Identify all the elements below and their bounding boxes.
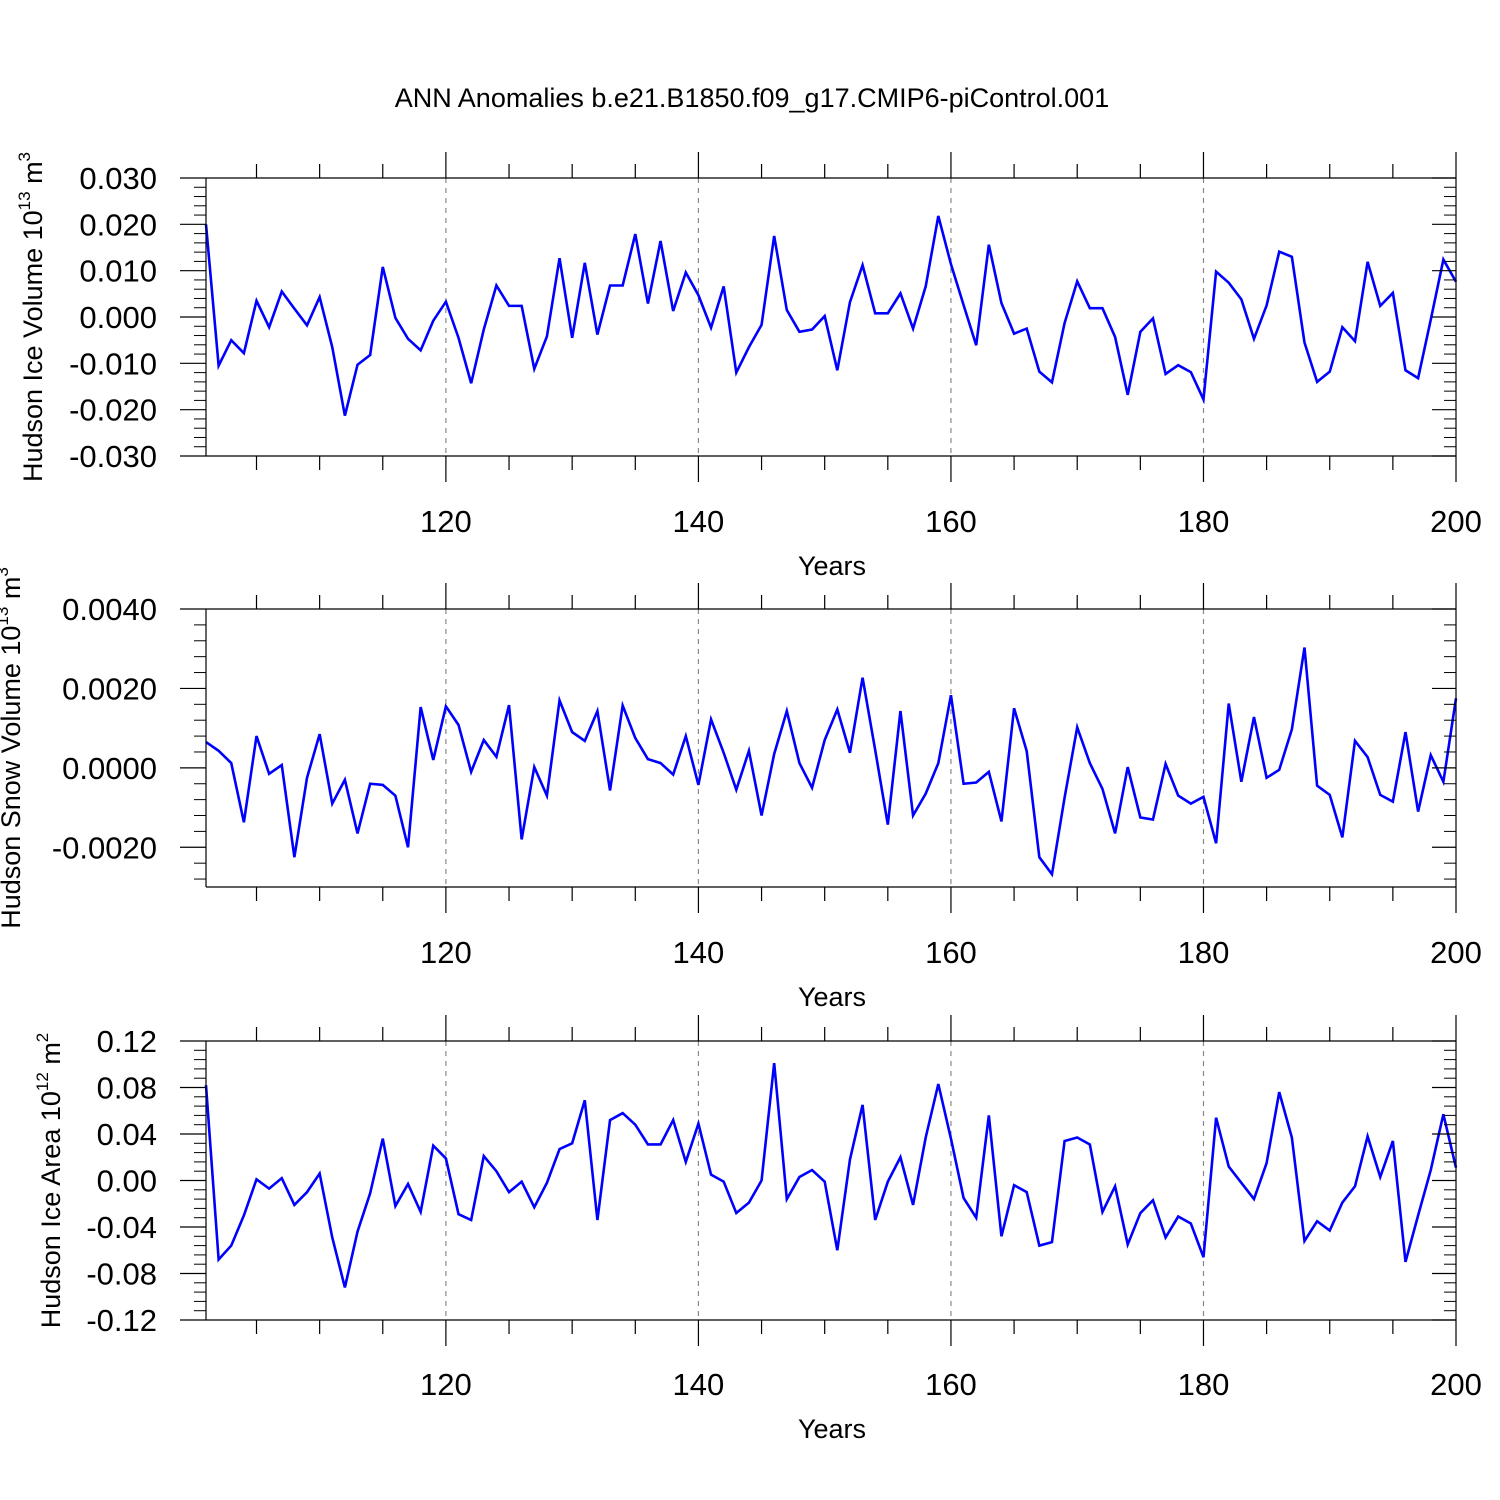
x-tick-label: 120 [420,504,472,539]
x-axis-label: Years [798,982,866,1012]
x-tick-label: 120 [420,1367,472,1402]
y-axis-label: Hudson Snow Volume 1013 m3 [0,567,26,929]
x-tick-label: 200 [1430,1367,1482,1402]
x-axis-label: Years [798,551,866,581]
x-tick-label: 160 [925,935,977,970]
x-tick-label: 140 [673,504,725,539]
y-tick-label: 0.000 [79,300,157,335]
panels-group: 120 140 160 180 200 Years -0.030 -0.020 -0.010 0.… [0,152,1482,1444]
panel-2: 120 140 160 180 200 Years -0.0020 0.0000 0.0020 0… [0,567,1482,1012]
x-tick-label: 120 [420,935,472,970]
y-tick-label: 0.0000 [62,751,157,786]
panel-3: 120 140 160 180 200 Years -0.12 -0.08 -0.04 0.00 0… [33,1015,1482,1444]
y-tick-label: 0.08 [97,1071,157,1106]
y-tick-label: 0.12 [97,1024,157,1059]
series-line [205,647,1458,878]
y-tick-label: 0.010 [79,254,157,289]
x-tick-label: 200 [1430,935,1482,970]
y-tick-label: -0.04 [86,1210,157,1245]
x-tick-label: 200 [1430,504,1482,539]
x-tick-label: 140 [673,1367,725,1402]
series-line [204,215,1458,417]
y-tick-label: -0.0020 [52,830,157,865]
y-tick-label: -0.030 [69,439,157,474]
x-tick-label: 160 [925,1367,977,1402]
series-line [204,1062,1458,1288]
y-tick-label: 0.0020 [62,671,157,706]
y-tick-label: 0.030 [79,161,157,196]
x-tick-label: 140 [673,935,725,970]
y-tick-label: 0.00 [97,1164,157,1199]
x-tick-label: 180 [1178,1367,1230,1402]
y-tick-label: 0.0040 [62,592,157,627]
y-tick-label: -0.010 [69,346,157,381]
figure-title: ANN Anomalies b.e21.B1850.f09_g17.CMIP6-… [395,83,1109,113]
x-tick-label: 180 [1178,504,1230,539]
y-tick-label: -0.020 [69,393,157,428]
x-axis-label: Years [798,1414,866,1444]
y-tick-label: -0.08 [86,1257,157,1292]
x-tick-label: 160 [925,504,977,539]
y-axis-label: Hudson Ice Volume 1013 m3 [15,152,48,482]
y-tick-label: -0.12 [86,1303,157,1338]
y-tick-label: 0.04 [97,1117,157,1152]
x-tick-label: 180 [1178,935,1230,970]
panel-1: 120 140 160 180 200 Years -0.030 -0.020 -0.010 0.… [15,152,1482,581]
y-axis-label: Hudson Ice Area 1012 m2 [33,1033,66,1329]
y-tick-label: 0.020 [79,207,157,242]
